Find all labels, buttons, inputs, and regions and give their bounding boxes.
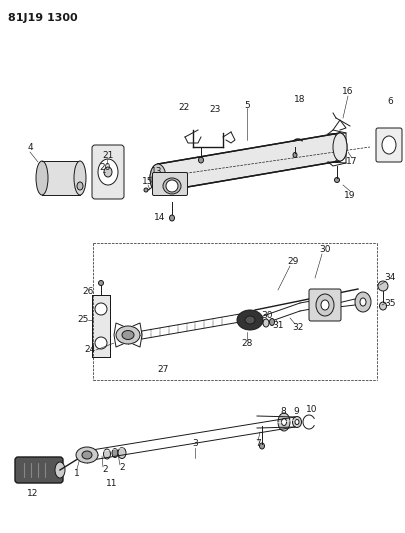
Text: 35: 35 [383,298,395,308]
Ellipse shape [379,302,386,310]
Text: 19: 19 [343,190,355,199]
Ellipse shape [332,133,346,161]
Ellipse shape [98,159,118,185]
Ellipse shape [381,136,395,154]
Text: 32: 32 [292,322,303,332]
Text: 15: 15 [142,177,153,187]
Text: 30: 30 [260,311,272,319]
Polygon shape [158,133,339,192]
Text: 24: 24 [84,345,96,354]
Ellipse shape [237,310,262,330]
Text: 5: 5 [243,101,249,109]
Text: 17: 17 [345,157,357,166]
Ellipse shape [354,292,370,312]
Text: 7: 7 [254,440,260,448]
Ellipse shape [36,161,48,195]
Text: 21: 21 [102,150,113,159]
Text: 10: 10 [305,405,317,414]
Ellipse shape [77,182,83,190]
Text: 13: 13 [151,167,162,176]
Text: 26: 26 [82,287,94,295]
Ellipse shape [169,215,174,221]
Text: 22: 22 [178,103,189,112]
Ellipse shape [292,152,296,157]
Text: 30: 30 [318,246,330,254]
Text: 11: 11 [106,479,117,488]
Ellipse shape [149,164,166,192]
Ellipse shape [104,167,112,177]
Circle shape [95,337,107,349]
Text: 31: 31 [272,321,283,330]
FancyBboxPatch shape [308,289,340,321]
Text: 1: 1 [74,469,80,478]
Ellipse shape [82,451,92,459]
Ellipse shape [315,294,333,316]
Text: 81J19 1300: 81J19 1300 [8,13,77,23]
Text: 18: 18 [294,94,305,103]
Ellipse shape [320,300,328,310]
Ellipse shape [76,447,98,463]
Ellipse shape [277,413,289,431]
Text: 9: 9 [292,407,298,416]
Text: 4: 4 [27,143,33,152]
Ellipse shape [334,177,339,182]
Ellipse shape [332,133,346,161]
Circle shape [95,303,107,315]
Ellipse shape [122,330,134,340]
Text: 14: 14 [154,214,165,222]
Ellipse shape [281,418,286,425]
Text: 8: 8 [279,408,285,416]
Text: 34: 34 [384,273,395,282]
FancyBboxPatch shape [92,145,124,199]
Text: 16: 16 [341,87,353,96]
Text: 29: 29 [287,257,298,266]
Ellipse shape [162,178,181,194]
Ellipse shape [244,316,254,324]
Text: 3: 3 [192,440,197,448]
Ellipse shape [144,188,148,192]
Text: 12: 12 [27,489,38,497]
Ellipse shape [118,448,126,458]
FancyBboxPatch shape [375,128,401,162]
Ellipse shape [151,173,160,183]
Ellipse shape [149,164,166,192]
Ellipse shape [55,462,65,478]
Text: 23: 23 [209,106,220,115]
Ellipse shape [259,443,264,449]
Ellipse shape [74,161,86,195]
Text: 2: 2 [102,465,108,474]
FancyBboxPatch shape [15,457,63,483]
Ellipse shape [103,449,110,459]
Text: 25: 25 [77,316,88,325]
Text: 2: 2 [119,464,124,472]
Text: 20: 20 [99,164,111,173]
Ellipse shape [112,448,118,457]
FancyBboxPatch shape [92,295,110,357]
Ellipse shape [359,298,365,306]
Ellipse shape [262,319,269,327]
FancyBboxPatch shape [152,173,187,196]
Ellipse shape [269,319,274,326]
Text: 6: 6 [386,98,392,107]
Polygon shape [42,161,80,195]
Ellipse shape [98,280,103,286]
Ellipse shape [116,326,140,344]
Ellipse shape [292,416,301,427]
Circle shape [377,281,387,291]
Ellipse shape [294,419,298,424]
Circle shape [166,180,177,192]
Text: 28: 28 [241,340,252,349]
Ellipse shape [198,157,203,163]
Text: 27: 27 [157,366,168,375]
Text: 33: 33 [355,302,367,311]
